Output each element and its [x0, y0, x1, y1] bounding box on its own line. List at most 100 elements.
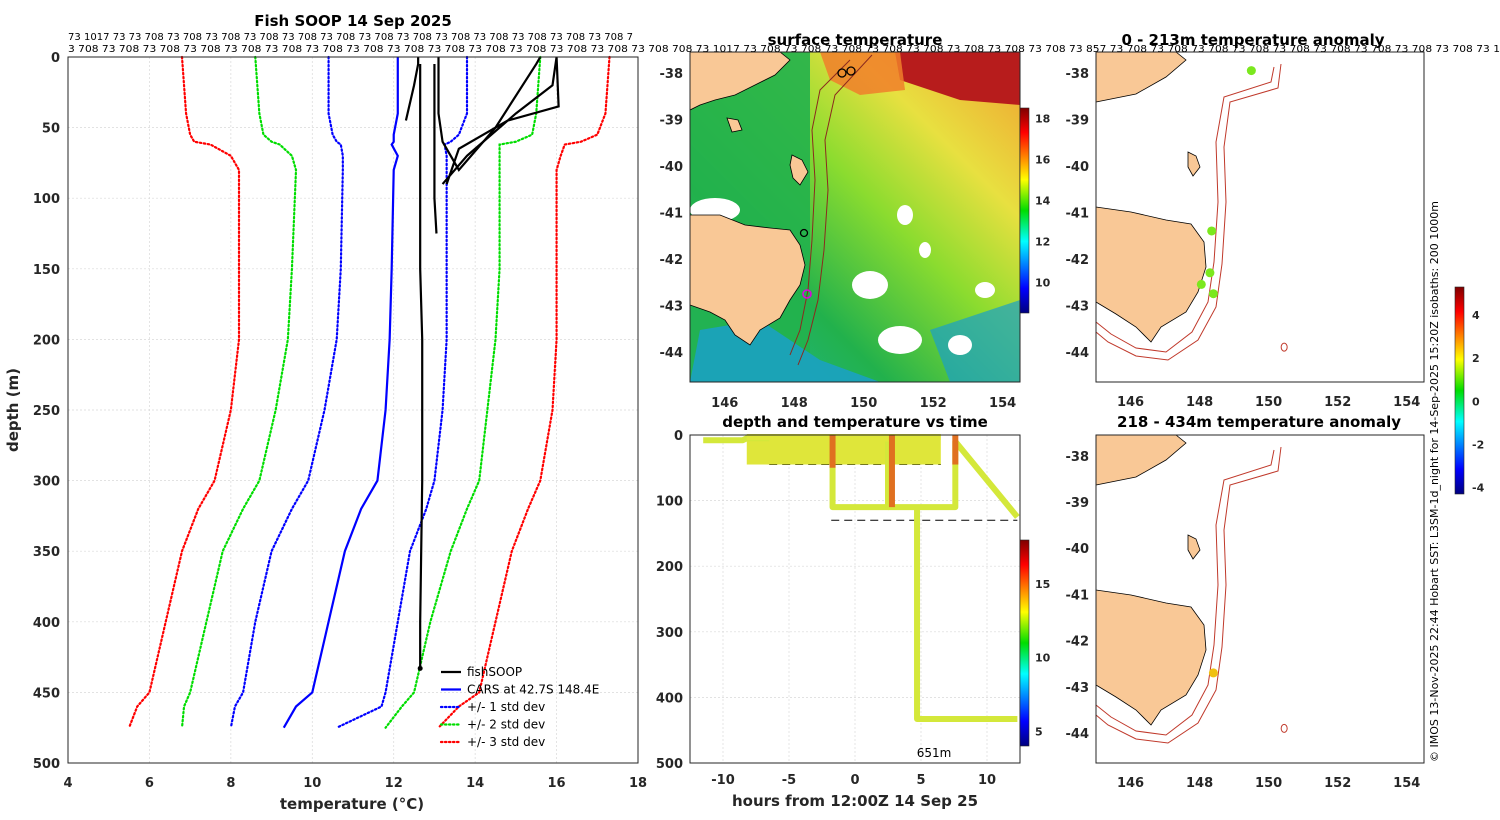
isobath-1000m [1095, 63, 1282, 361]
profile-x-label: temperature (°C) [280, 795, 424, 813]
isobath-1000m [1095, 446, 1282, 744]
depth-time-panel: depth and temperature vs time -10 -5 0 5 10 … [656, 413, 1051, 810]
y-tick-label: -43 [1066, 299, 1090, 314]
x-tick-label: 150 [1255, 395, 1282, 410]
x-tick-label: 5 [916, 773, 925, 788]
y-tick-label: 200 [33, 333, 60, 348]
x-tick-label: 154 [989, 396, 1016, 411]
depth-track [914, 507, 1018, 723]
seamount-contour [1280, 723, 1288, 733]
colorbar-tick-label: 2 [1472, 352, 1480, 365]
x-tick-label: 152 [1324, 395, 1351, 410]
seamount-contour [1280, 342, 1288, 352]
marker-north-2 [846, 66, 856, 76]
isobath-1000m [797, 54, 873, 366]
y-tick-label: 350 [33, 545, 60, 560]
anomaly-lower-x-ticks: 146 148 150 152 154 [1117, 776, 1420, 791]
colorbar-tick-label: -2 [1472, 438, 1484, 451]
legend-label: +/- 3 std dev [467, 735, 545, 749]
anomaly-upper-x-ticks: 146 148 150 152 154 [1117, 395, 1420, 410]
y-tick-label: -42 [660, 253, 684, 268]
legend-label: +/- 2 std dev [467, 718, 545, 732]
y-tick-label: 400 [656, 691, 683, 706]
tasmania-land [1095, 589, 1207, 726]
x-tick-label: -10 [711, 773, 735, 788]
y-tick-label: 0 [674, 429, 683, 444]
anomaly-colorbar [1454, 286, 1465, 495]
depth-time-tracks [696, 433, 1020, 723]
anomaly-lower-y-ticks: -38 -39 -40 -41 -42 -43 -44 [1066, 450, 1090, 742]
y-tick-label: -43 [660, 299, 684, 314]
anomaly-point [1208, 668, 1218, 678]
x-tick-label: -5 [782, 773, 796, 788]
depth-time-annotation: 651m [917, 746, 952, 760]
x-tick-label: 150 [1255, 776, 1282, 791]
depth-track [888, 438, 1020, 519]
sst-map-title: surface temperature [768, 31, 943, 49]
depth-time-colorbar-ticks: 15 10 5 [1035, 578, 1051, 738]
profile-top-labels-row2: 3 708 73 708 73 708 73 708 73 708 73 708… [68, 44, 1500, 55]
profile-title: Fish SOOP 14 Sep 2025 [254, 12, 452, 30]
y-tick-label: 300 [33, 475, 60, 490]
x-tick-label: 16 [548, 776, 566, 791]
isobath-200m [1095, 66, 1275, 353]
x-tick-label: 150 [850, 396, 877, 411]
y-tick-label: 500 [33, 757, 60, 772]
anomaly-upper-map [1095, 51, 1288, 361]
sst-field-warm-eddy [895, 52, 1020, 105]
x-tick-label: 4 [63, 776, 72, 791]
x-tick-label: 152 [1324, 776, 1351, 791]
y-tick-label: -39 [660, 113, 684, 128]
y-tick-label: -40 [1066, 542, 1090, 557]
y-tick-label: 200 [656, 560, 683, 575]
x-tick-label: 14 [466, 776, 484, 791]
anomaly-upper-panel: 0 - 213m temperature anomaly 146 148 150 15… [1066, 31, 1485, 495]
profile-y-ticks: 0 50 100 150 200 250 300 350 400 450 500 [33, 51, 60, 772]
y-tick-label: -40 [1066, 160, 1090, 175]
profile-x-ticks: 4 6 8 10 12 14 16 18 [63, 776, 647, 791]
mainland-land [1095, 51, 1187, 103]
flinders-island [1187, 151, 1201, 177]
y-tick-label: -38 [1066, 67, 1090, 82]
y-tick-label: 500 [656, 757, 683, 772]
x-tick-label: 154 [1393, 776, 1420, 791]
anomaly-lower-points [1208, 668, 1218, 678]
y-tick-label: -38 [1066, 450, 1090, 465]
flinders-island [1187, 534, 1201, 560]
colorbar-tick-label: 4 [1472, 309, 1480, 322]
y-tick-label: -44 [1066, 727, 1090, 742]
legend-label: fishSOOP [467, 665, 522, 679]
depth-time-x-ticks: -10 -5 0 5 10 [711, 773, 996, 788]
y-tick-label: 100 [656, 495, 683, 510]
anomaly-upper-points [1196, 66, 1256, 299]
series--3-std-dev [127, 55, 241, 729]
colorbar-tick-label: 16 [1035, 153, 1051, 166]
sst-colorbar-ticks: 18 16 14 12 10 [1035, 112, 1051, 289]
sst-colorbar [1019, 107, 1030, 314]
mainland-land [1095, 434, 1187, 486]
sst-field-cool-east [930, 300, 1020, 382]
y-tick-label: -44 [660, 346, 684, 361]
colorbar-tick-label: 14 [1035, 194, 1051, 207]
series-cars-at-42-7s-148-4e [282, 57, 399, 729]
side-note: © IMOS 13-Nov-2025 22:44 Hobart SST: L3S… [1428, 201, 1441, 762]
y-tick-label: 0 [51, 51, 60, 66]
cloud-gaps [690, 198, 995, 355]
profile-y-label: depth (m) [4, 368, 22, 452]
series-fishsoop-strand [433, 64, 438, 234]
y-tick-label: -38 [660, 67, 684, 82]
depth-time-x-label: hours from 12:00Z 14 Sep 25 [732, 792, 978, 810]
x-tick-label: 6 [145, 776, 154, 791]
y-tick-label: -40 [660, 160, 684, 175]
depth-track [829, 441, 891, 511]
marker-north-1 [837, 68, 847, 78]
x-tick-label: 148 [1186, 395, 1213, 410]
profile-legend: fishSOOP CARS at 42.7S 148.4E +/- 1 std de… [439, 665, 599, 749]
x-tick-label: 154 [1393, 395, 1420, 410]
colorbar-tick-label: 5 [1035, 725, 1043, 738]
anomaly-point [1246, 66, 1256, 76]
y-tick-label: 150 [33, 263, 60, 278]
sst-map-x-ticks: 146 148 150 152 154 [711, 396, 1016, 411]
tasmania-land [1095, 206, 1207, 343]
anomaly-lower-title: 218 - 434m temperature anomaly [1117, 413, 1401, 431]
